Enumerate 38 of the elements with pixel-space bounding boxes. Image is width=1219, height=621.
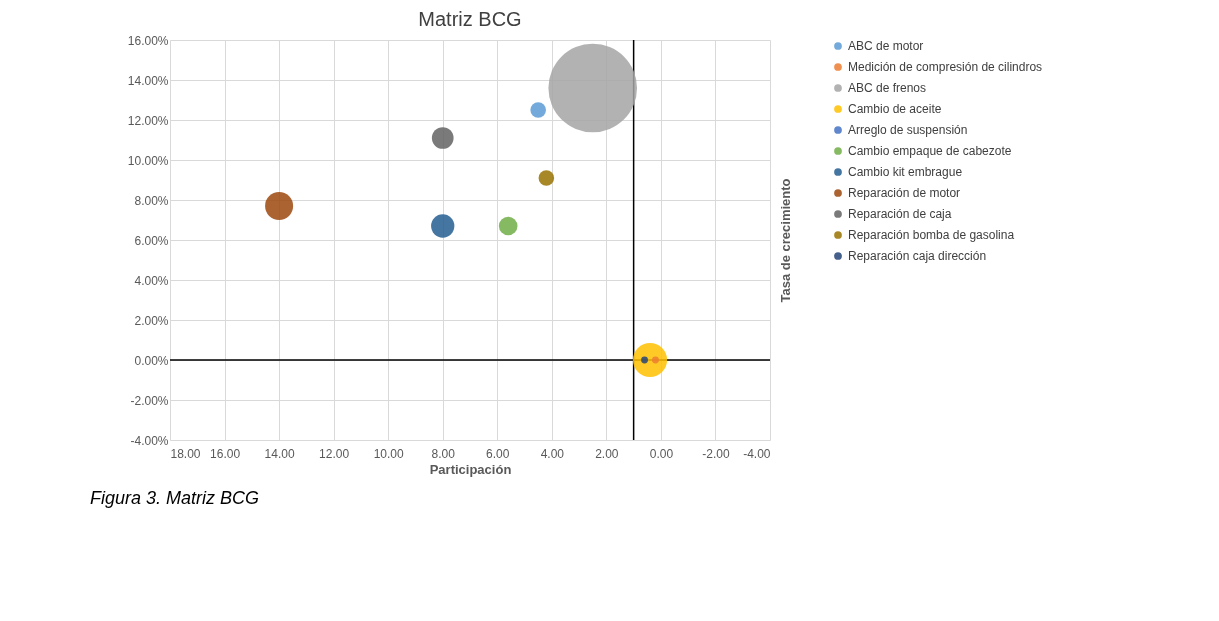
y-tick-label: 12.00%	[127, 113, 169, 128]
legend-label: Cambio kit embrague	[848, 165, 963, 179]
y-tick-label: 10.00%	[127, 153, 169, 168]
y-tick-label: 6.00%	[134, 233, 169, 248]
y-axis-title: Tasa de crecimiento	[777, 178, 793, 303]
y-tick-label: 16.00%	[127, 33, 169, 48]
x-tick-label: 16.00	[210, 446, 241, 461]
x-axis-title: Participación	[429, 461, 512, 477]
x-tick-label: 0.00	[649, 446, 674, 461]
x-tick-label: -2.00	[702, 446, 730, 461]
legend-label: Reparación caja dirección	[848, 249, 987, 263]
legend-label: Reparación bomba de gasolina	[848, 228, 1015, 242]
legend-label: ABC de frenos	[848, 81, 927, 95]
x-tick-label: 14.00	[264, 446, 295, 461]
x-tick-label: 8.00	[431, 446, 456, 461]
text: Figura 3. Matriz BCG	[90, 488, 260, 508]
y-tick-label: 8.00%	[134, 193, 169, 208]
legend-label: Reparación de motor	[848, 186, 961, 200]
chart-title: Matriz BCG	[418, 8, 522, 30]
legend-label: Medición de compresión de cilindros	[848, 60, 1043, 74]
legend-label: Arreglo de suspensión	[848, 123, 968, 137]
x-tick-label: 2.00	[595, 446, 619, 461]
y-tick-label: 14.00%	[127, 73, 169, 88]
x-tick-label: 10.00	[373, 446, 405, 461]
legend-label: Cambio de aceite	[848, 102, 942, 116]
x-tick-label: -4.00	[743, 446, 771, 461]
y-tick-label: -4.00%	[130, 433, 169, 448]
x-tick-label: 12.00	[319, 446, 350, 461]
legend-label: ABC de motor	[848, 39, 924, 53]
x-tick-label: 4.00	[540, 446, 565, 461]
x-tick-label: 18.00	[170, 446, 201, 461]
y-tick-label: 2.00%	[134, 313, 169, 328]
legend-label: Reparación de caja	[848, 207, 952, 221]
y-tick-label: -2.00%	[130, 393, 169, 408]
y-tick-label: 0.00%	[134, 353, 169, 368]
x-tick-label: 6.00	[486, 446, 510, 461]
y-tick-label: 4.00%	[134, 273, 169, 288]
legend-label: Cambio empaque de cabezote	[848, 144, 1012, 158]
